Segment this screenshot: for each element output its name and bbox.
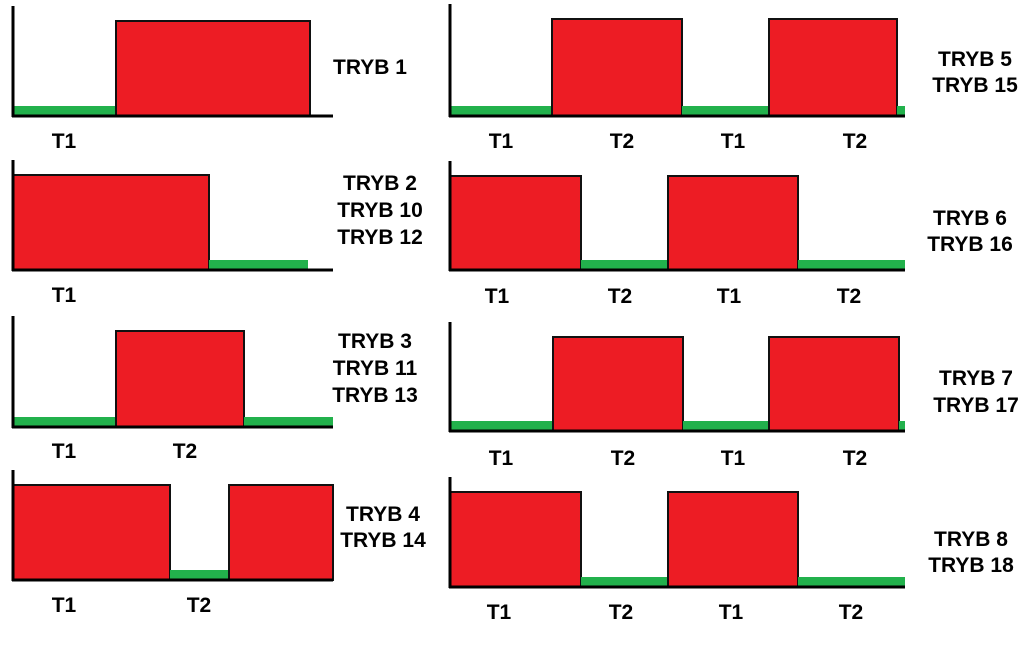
mode-label: TRYB 17 bbox=[933, 394, 1019, 417]
mode-label: TRYB 11 bbox=[333, 357, 418, 380]
low-level bbox=[899, 421, 905, 431]
panel-tryb-3: T1 T2 TRYB 3 TRYB 11 TRYB 13 bbox=[11, 316, 418, 463]
high-pulse bbox=[768, 18, 898, 117]
segment-label: T2 bbox=[843, 447, 868, 470]
high-pulse bbox=[12, 484, 171, 581]
high-pulse bbox=[449, 175, 582, 271]
mode-label: TRYB 7 bbox=[939, 367, 1013, 390]
low-level bbox=[581, 577, 668, 587]
segment-label: T2 bbox=[843, 130, 868, 153]
panel-tryb-5: T1 T2 T1 T2 TRYB 5 TRYB 15 bbox=[448, 4, 1018, 153]
panel-tryb-4: T1 T2 TRYB 4 TRYB 14 bbox=[11, 470, 426, 617]
mode-label: TRYB 2 bbox=[343, 172, 417, 195]
low-level bbox=[683, 421, 769, 431]
segment-label: T2 bbox=[608, 285, 633, 308]
segment-label: T1 bbox=[487, 601, 512, 624]
low-level bbox=[13, 106, 116, 116]
segment-label: T1 bbox=[489, 130, 514, 153]
low-level bbox=[244, 417, 333, 427]
mode-label: TRYB 1 bbox=[333, 56, 407, 79]
segment-label: T1 bbox=[52, 594, 77, 617]
segment-label: T2 bbox=[837, 285, 862, 308]
segment-label: T1 bbox=[717, 285, 742, 308]
mode-label: TRYB 10 bbox=[337, 199, 423, 222]
segment-label: T1 bbox=[52, 130, 77, 153]
high-pulse bbox=[228, 484, 334, 581]
segment-label: T2 bbox=[610, 130, 635, 153]
segment-label: T1 bbox=[52, 440, 77, 463]
segment-label: T1 bbox=[485, 285, 510, 308]
segment-label: T1 bbox=[52, 284, 77, 307]
mode-label: TRYB 3 bbox=[338, 330, 412, 353]
segment-label: T2 bbox=[187, 594, 212, 617]
high-pulse bbox=[667, 491, 799, 588]
panel-tryb-7: T1 T2 T1 T2 TRYB 7 TRYB 17 bbox=[448, 322, 1019, 470]
mode-label: TRYB 15 bbox=[932, 74, 1018, 97]
low-level bbox=[798, 260, 905, 270]
mode-label: TRYB 4 bbox=[346, 503, 420, 526]
mode-label: TRYB 6 bbox=[933, 207, 1007, 230]
panel-tryb-6: T1 T2 T1 T2 TRYB 6 TRYB 16 bbox=[448, 161, 1013, 308]
high-pulse bbox=[667, 175, 799, 271]
panel-tryb-1: T1 TRYB 1 bbox=[11, 6, 407, 153]
mode-label: TRYB 14 bbox=[340, 529, 426, 552]
high-pulse bbox=[768, 336, 900, 432]
segment-label: T2 bbox=[839, 601, 864, 624]
segment-label: T2 bbox=[611, 447, 636, 470]
high-pulse bbox=[552, 336, 684, 432]
low-level bbox=[209, 260, 308, 270]
mode-label: TRYB 13 bbox=[332, 384, 418, 407]
high-pulse bbox=[115, 330, 245, 428]
panel-tryb-8: T1 T2 T1 T2 TRYB 8 TRYB 18 bbox=[448, 477, 1014, 624]
mode-label: TRYB 8 bbox=[934, 528, 1008, 551]
segment-label: T2 bbox=[609, 601, 634, 624]
high-pulse bbox=[551, 18, 683, 117]
low-level bbox=[170, 570, 229, 580]
high-pulse bbox=[449, 491, 582, 588]
mode-label: TRYB 12 bbox=[337, 226, 423, 249]
mode-label: TRYB 16 bbox=[927, 233, 1013, 256]
low-level bbox=[450, 421, 553, 431]
mode-label: TRYB 18 bbox=[928, 554, 1014, 577]
segment-label: T1 bbox=[489, 447, 514, 470]
low-level bbox=[13, 417, 116, 427]
low-level bbox=[450, 106, 552, 116]
mode-label: TRYB 5 bbox=[938, 48, 1012, 71]
high-pulse bbox=[12, 174, 210, 271]
segment-label: T1 bbox=[719, 601, 744, 624]
low-level bbox=[581, 260, 668, 270]
low-level bbox=[798, 577, 905, 587]
low-level bbox=[682, 106, 769, 116]
segment-label: T1 bbox=[721, 130, 746, 153]
low-level bbox=[897, 106, 905, 116]
segment-label: T1 bbox=[721, 447, 746, 470]
panel-tryb-2: T1 TRYB 2 TRYB 10 TRYB 12 bbox=[11, 160, 423, 307]
segment-label: T2 bbox=[173, 440, 198, 463]
high-pulse bbox=[115, 20, 311, 117]
